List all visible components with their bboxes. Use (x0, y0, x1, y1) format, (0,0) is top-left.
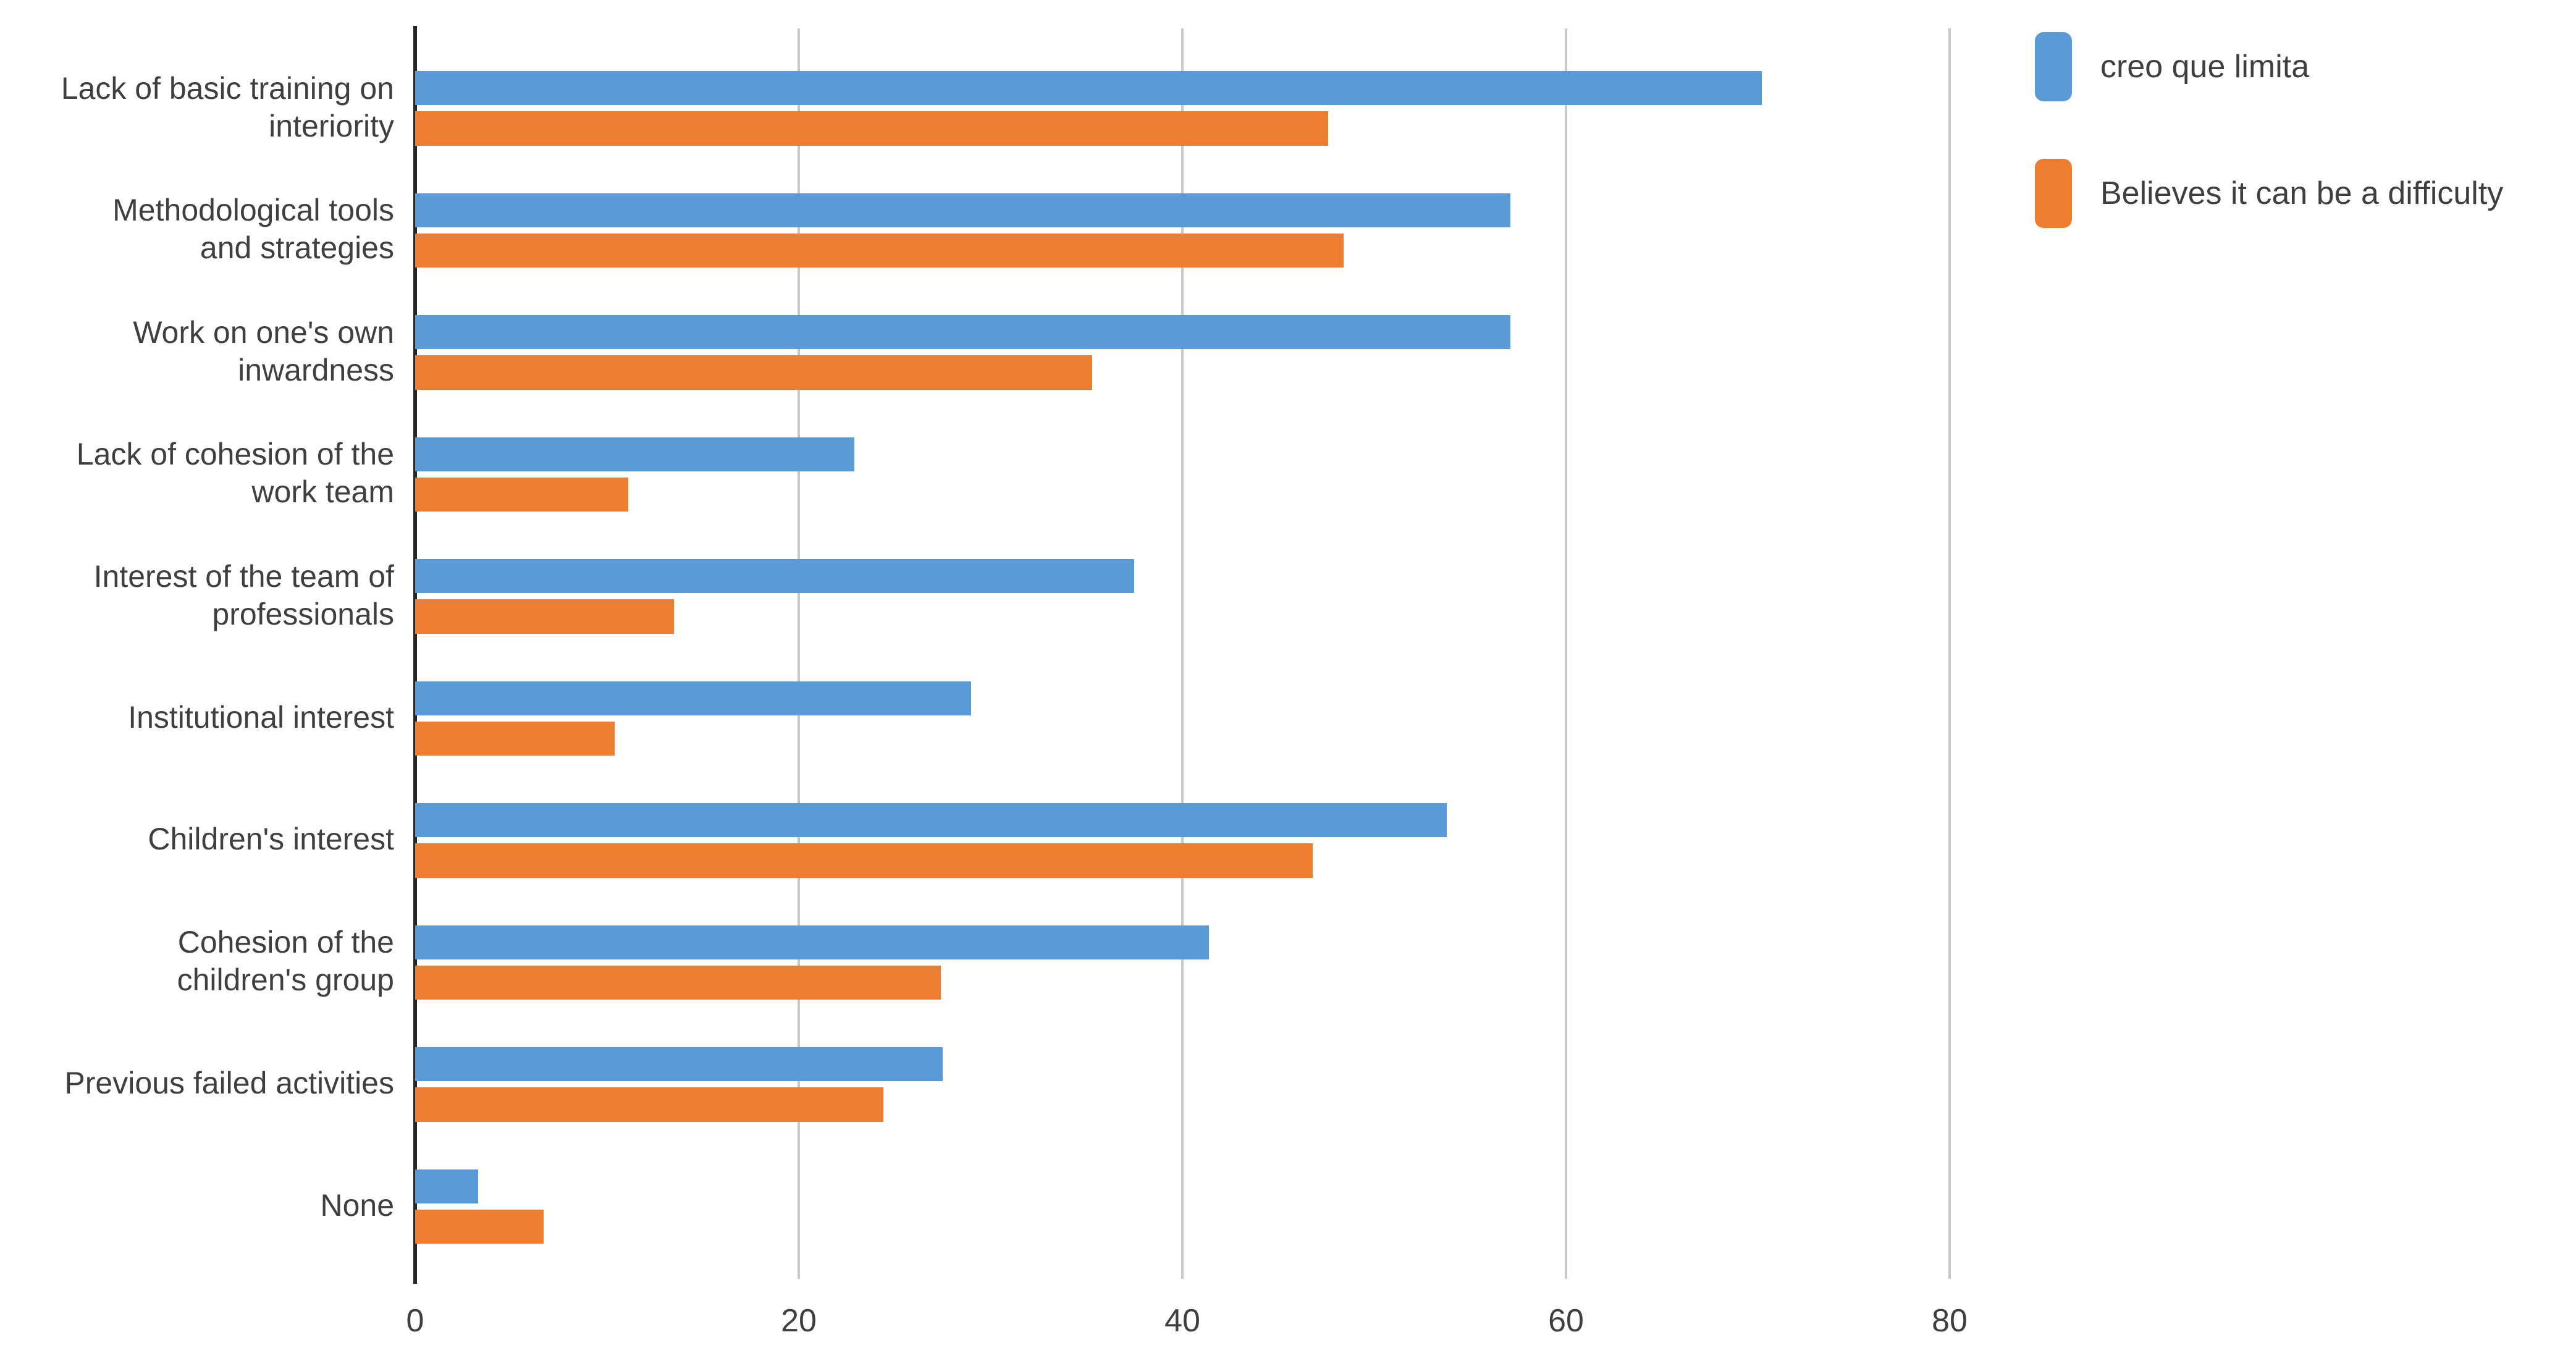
category-label: None (320, 1187, 394, 1223)
x-tick-label: 0 (406, 1303, 424, 1339)
bar-creo-que-limita (415, 1047, 943, 1082)
legend-item-believes-difficulty: Believes it can be a difficulty (2035, 159, 2503, 228)
category-row: Lack of basic training on interiority (0, 28, 2032, 151)
gridline-60 (1565, 28, 1567, 1279)
bar-creo-que-limita (415, 193, 1510, 227)
category-label: Cohesion of the children's group (177, 925, 394, 998)
category-axis-line (413, 26, 417, 1284)
x-tick-label: 20 (781, 1303, 817, 1339)
category-row: Lack of cohesion of the work team (0, 395, 2032, 517)
category-label: Lack of basic training on interiority (61, 70, 394, 143)
bar-believes-it-can-be-a-difficulty (415, 477, 628, 512)
bar-believes-it-can-be-a-difficulty (415, 1087, 883, 1122)
x-axis-tick-labels: 0 20 40 60 80 (0, 1302, 2576, 1346)
x-tick-label: 60 (1548, 1303, 1584, 1339)
bar-believes-it-can-be-a-difficulty (415, 843, 1313, 878)
gridline-80 (1948, 28, 1951, 1279)
category-label: Methodological tools and strategies (112, 193, 394, 266)
legend-item-creo-que-limita: creo que limita (2035, 32, 2503, 101)
bar-believes-it-can-be-a-difficulty (415, 111, 1328, 146)
gridline-20 (798, 28, 800, 1279)
legend-label: creo que limita (2100, 49, 2310, 85)
category-bars (415, 639, 2032, 761)
category-label: Children's interest (148, 822, 394, 857)
category-bars (415, 883, 2032, 1005)
category-row: None (0, 1127, 2032, 1249)
category-label: Work on one's own inwardness (133, 314, 394, 387)
bar-believes-it-can-be-a-difficulty (415, 355, 1093, 390)
category-row: Methodological tools and strategies (0, 151, 2032, 273)
category-bars (415, 1005, 2032, 1127)
bar-creo-que-limita (415, 71, 1762, 106)
bar-creo-que-limita (415, 315, 1510, 350)
bar-creo-que-limita (415, 437, 855, 471)
category-row: Cohesion of the children's group (0, 883, 2032, 1005)
bar-creo-que-limita (415, 681, 972, 715)
category-row: Interest of the team of professionals (0, 516, 2032, 639)
bar-believes-it-can-be-a-difficulty (415, 599, 675, 634)
category-row: Institutional interest (0, 639, 2032, 761)
category-label: Interest of the team of professionals (93, 558, 394, 631)
category-label: Lack of cohesion of the work team (76, 437, 394, 510)
x-tick-label: 40 (1164, 1303, 1200, 1339)
bar-believes-it-can-be-a-difficulty (415, 1209, 544, 1244)
category-bars (415, 28, 2032, 151)
legend: creo que limita Believes it can be a dif… (2035, 32, 2503, 228)
bar-believes-it-can-be-a-difficulty (415, 721, 615, 756)
bar-believes-it-can-be-a-difficulty (415, 965, 941, 1000)
category-row: Previous failed activities (0, 1005, 2032, 1127)
legend-swatch-blue-icon (2035, 32, 2072, 101)
legend-label: Believes it can be a difficulty (2100, 175, 2504, 211)
category-bars (415, 1127, 2032, 1249)
category-bars (415, 151, 2032, 273)
bar-creo-que-limita (415, 803, 1447, 838)
category-rows: Lack of basic training on interiority Met… (0, 28, 2032, 1249)
category-label: Previous failed activities (64, 1066, 394, 1101)
bar-creo-que-limita (415, 1169, 479, 1203)
category-bars (415, 272, 2032, 395)
x-tick-label: 80 (1932, 1303, 1968, 1339)
category-bars (415, 516, 2032, 639)
bar-creo-que-limita (415, 559, 1135, 594)
category-bars (415, 761, 2032, 883)
category-bars (415, 395, 2032, 517)
gridline-40 (1181, 28, 1184, 1279)
category-row: Children's interest (0, 761, 2032, 883)
legend-swatch-orange-icon (2035, 159, 2072, 228)
bar-creo-que-limita (415, 925, 1210, 959)
bar-believes-it-can-be-a-difficulty (415, 233, 1344, 268)
category-label: Institutional interest (128, 699, 394, 735)
category-row: Work on one's own inwardness (0, 272, 2032, 395)
